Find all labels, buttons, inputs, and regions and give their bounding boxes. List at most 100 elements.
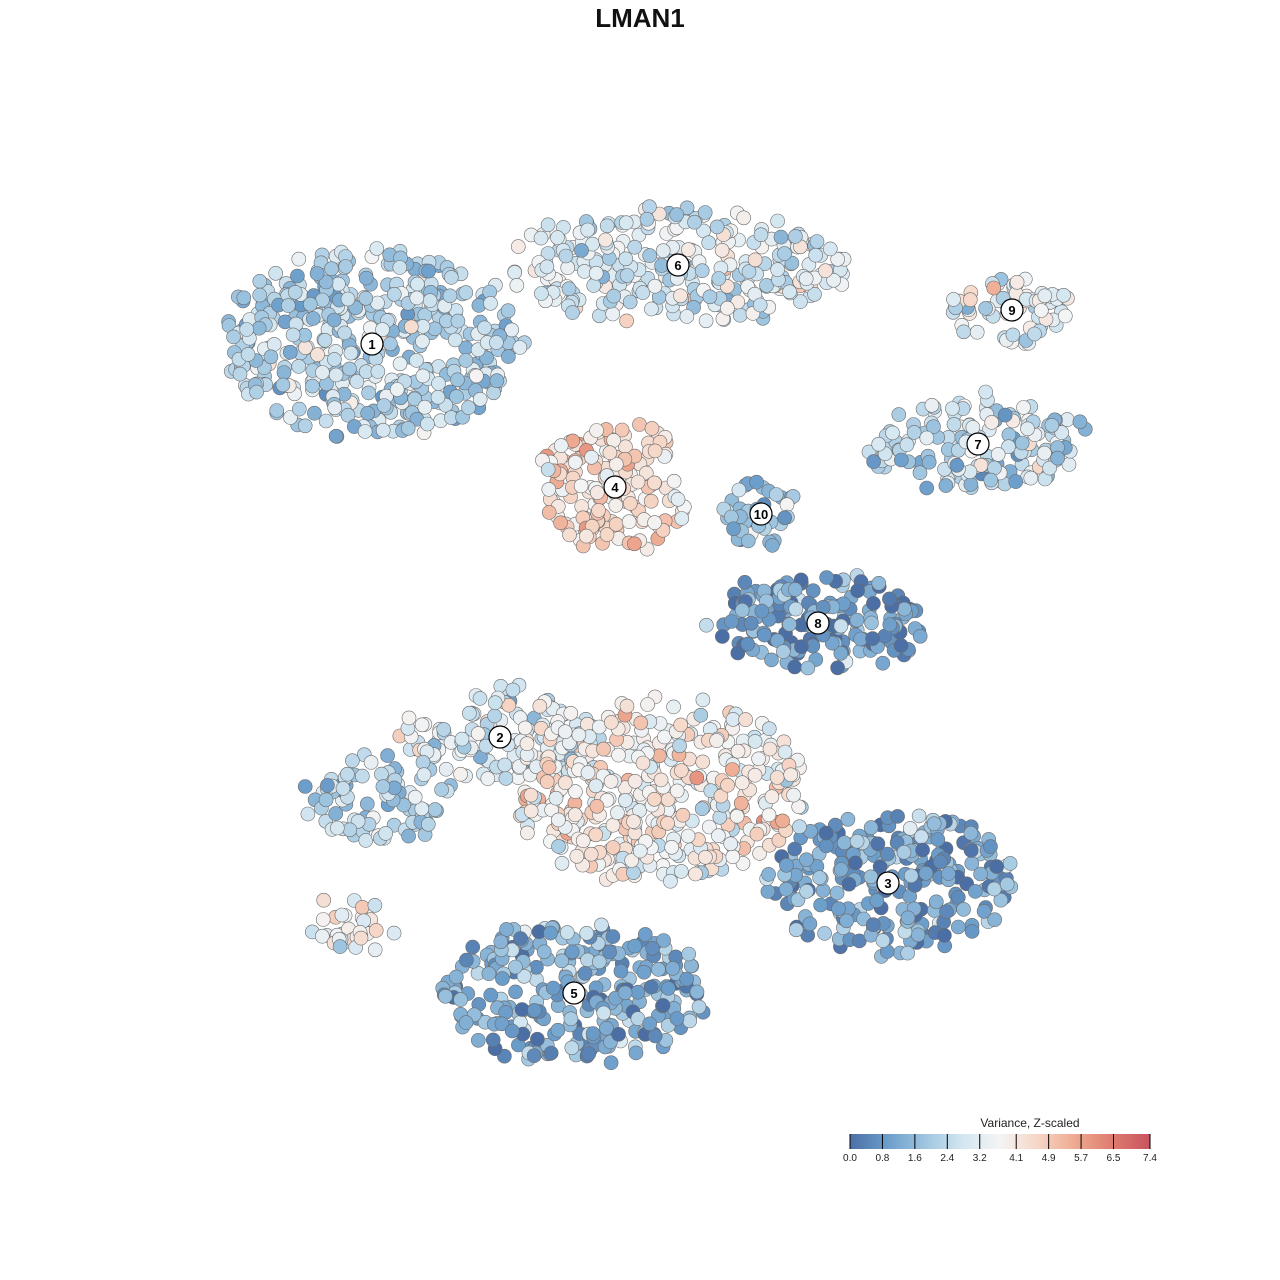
cell-point — [376, 398, 392, 413]
cell-point — [627, 938, 643, 954]
cell-point — [829, 885, 845, 901]
cell-point — [266, 337, 282, 352]
cluster-label-badge — [806, 611, 830, 635]
cell-point — [315, 912, 331, 927]
cell-point — [1002, 856, 1018, 871]
cluster-label: 6 — [666, 253, 690, 277]
cell-point — [639, 211, 655, 227]
cell-point — [285, 327, 301, 343]
cell-point — [328, 428, 344, 444]
cluster-label: 7 — [966, 432, 990, 456]
cell-point — [465, 939, 481, 955]
cell-point — [775, 813, 790, 829]
cell-point — [504, 1023, 520, 1039]
cell-point — [562, 527, 577, 543]
cell-point — [588, 778, 604, 794]
cell-point — [792, 819, 807, 835]
cell-point — [239, 322, 254, 337]
cell-point — [734, 775, 750, 791]
cell-point — [761, 867, 776, 882]
cell-point — [358, 290, 374, 306]
cell-point — [681, 946, 697, 962]
cell-point — [764, 789, 780, 805]
cell-point — [841, 876, 857, 892]
cluster-label: 3 — [876, 871, 900, 895]
cell-point — [487, 708, 502, 724]
cell-point — [694, 801, 710, 817]
cell-point — [984, 415, 1000, 430]
cell-point — [564, 1040, 580, 1056]
cell-point — [586, 278, 602, 293]
cell-point — [252, 287, 268, 303]
cell-point — [349, 374, 365, 389]
cell-point — [449, 389, 464, 404]
legend-tick-label: 4.1 — [1009, 1153, 1023, 1164]
cell-point — [807, 286, 822, 302]
cell-point — [380, 748, 395, 763]
cell-point — [610, 805, 625, 821]
cell-point — [596, 741, 611, 757]
cell-point — [328, 367, 344, 383]
cell-point — [327, 352, 342, 367]
cell-point — [687, 214, 702, 230]
cell-point — [232, 366, 248, 382]
cell-point — [599, 1021, 614, 1036]
cell-point — [865, 631, 880, 646]
cell-point — [788, 229, 803, 244]
cell-point — [367, 897, 383, 913]
cell-point — [275, 377, 291, 393]
cell-point — [541, 505, 557, 520]
cell-point — [573, 478, 589, 494]
cell-point — [989, 859, 1005, 874]
cell-point — [963, 477, 979, 492]
cell-point — [608, 498, 624, 513]
cell-point — [669, 207, 685, 222]
cell-point — [613, 963, 629, 979]
cell-point — [563, 1011, 579, 1027]
cell-point — [453, 766, 468, 782]
cell-point — [557, 724, 573, 740]
cell-point — [900, 910, 916, 926]
cell-point — [770, 213, 785, 229]
cell-point — [386, 925, 402, 941]
cell-point — [640, 697, 655, 712]
cell-point — [551, 812, 566, 828]
cell-point — [915, 842, 930, 858]
cell-point — [694, 263, 710, 279]
cell-point — [740, 636, 756, 652]
cell-point — [497, 757, 513, 773]
cell-point — [709, 733, 724, 748]
cell-point — [519, 736, 535, 752]
cell-point — [729, 808, 745, 824]
cell-point — [921, 454, 937, 470]
cluster-label-text: 6 — [674, 258, 681, 273]
cell-point — [436, 722, 452, 737]
cell-point — [778, 881, 794, 897]
cell-point — [669, 783, 685, 799]
cell-point — [416, 767, 432, 783]
cell-point — [805, 583, 821, 599]
cell-point — [472, 391, 488, 407]
cell-point — [510, 239, 526, 254]
cell-point — [773, 229, 789, 245]
cell-point — [543, 1045, 559, 1061]
cluster-label-text: 10 — [754, 507, 768, 522]
cell-point — [469, 368, 484, 384]
cell-point — [291, 401, 307, 417]
cell-point — [375, 779, 391, 794]
cell-point — [443, 270, 459, 285]
cell-point — [749, 474, 764, 490]
cell-point — [852, 933, 867, 949]
cell-point — [554, 953, 570, 969]
cell-point — [697, 205, 713, 220]
cell-point — [226, 329, 241, 345]
cluster-labels: 1 2 3 4 5 6 7 8 9 10 — [360, 253, 1024, 1005]
cell-point — [730, 645, 746, 661]
cell-point — [523, 803, 539, 819]
cell-point — [663, 873, 678, 889]
cell-point — [320, 778, 335, 793]
cell-point — [651, 962, 666, 977]
cell-point — [1001, 439, 1016, 455]
cell-point — [252, 273, 268, 289]
cell-point — [725, 712, 741, 727]
